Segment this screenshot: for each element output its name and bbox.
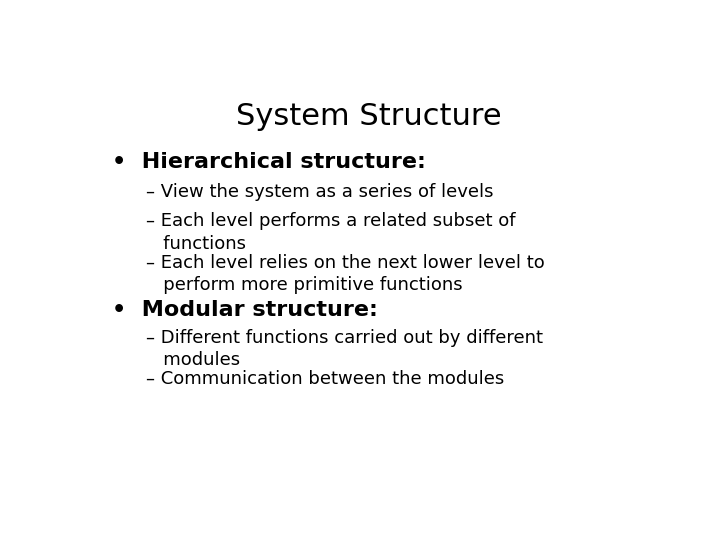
Text: – View the system as a series of levels: – View the system as a series of levels: [145, 183, 493, 201]
Text: – Communication between the modules: – Communication between the modules: [145, 370, 504, 388]
Text: – Each level performs a related subset of
   functions: – Each level performs a related subset o…: [145, 212, 516, 253]
Text: •  Hierarchical structure:: • Hierarchical structure:: [112, 152, 426, 172]
Text: – Each level relies on the next lower level to
   perform more primitive functio: – Each level relies on the next lower le…: [145, 254, 544, 294]
Text: System Structure: System Structure: [236, 102, 502, 131]
Text: •  Modular structure:: • Modular structure:: [112, 300, 378, 320]
Text: – Different functions carried out by different
   modules: – Different functions carried out by dif…: [145, 329, 543, 369]
